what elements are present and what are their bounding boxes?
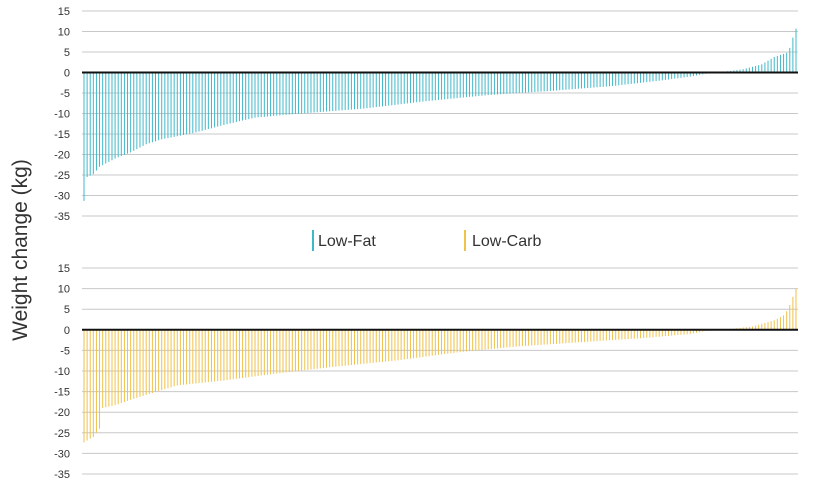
low-fat-panel: 15 10 5 0 -5 -10 -15 -20 -25 -30 -35 (54, 6, 798, 223)
low-carb-y-tick-label: 0 (64, 325, 70, 337)
low-carb-y-tick-label: -35 (54, 469, 70, 481)
low-fat-y-tick-label: -20 (54, 150, 70, 162)
low-fat-y-tick-label: -35 (54, 211, 70, 223)
legend-label-low-carb: Low-Carb (472, 233, 541, 250)
low-fat-y-tick-label: 0 (64, 68, 70, 80)
low-carb-y-tick-label: -15 (54, 387, 70, 399)
low-fat-y-tick-label: 10 (58, 27, 70, 39)
legend: Low-Fat Low-Carb (312, 230, 541, 251)
low-carb-y-tick-label: -20 (54, 407, 70, 419)
y-axis-label: Weight change (kg) (9, 159, 32, 341)
low-fat-y-tick-label: -5 (60, 88, 70, 100)
low-fat-y-tick-label: -10 (54, 109, 70, 121)
low-carb-y-tick-label: -10 (54, 366, 70, 378)
low-fat-y-tick-label: -25 (54, 170, 70, 182)
low-carb-y-tick-label: 10 (58, 284, 70, 296)
low-carb-y-tick-label: -25 (54, 428, 70, 440)
low-fat-y-tick-label: -15 (54, 129, 70, 141)
low-fat-y-tick-label: -30 (54, 191, 70, 203)
low-fat-y-tick-label: 5 (64, 47, 70, 59)
low-carb-y-tick-label: 15 (58, 263, 70, 275)
low-carb-y-tick-label: -5 (60, 345, 70, 357)
low-carb-y-tick-label: 5 (64, 304, 70, 316)
low-carb-panel: 15 10 5 0 -5 -10 -15 -20 -25 -30 -35 (54, 263, 798, 481)
legend-label-low-fat: Low-Fat (318, 233, 376, 250)
low-carb-y-tick-label: -30 (54, 448, 70, 460)
low-fat-y-tick-label: 15 (58, 6, 70, 18)
